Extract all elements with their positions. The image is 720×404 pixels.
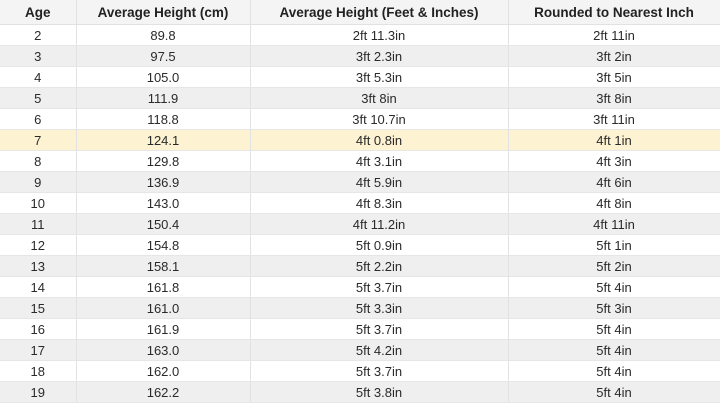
cell-rounded: 5ft 4in: [508, 360, 720, 382]
table-row: 13 158.1 5ft 2.2in 5ft 2in: [0, 255, 720, 277]
cell-age: 17: [0, 339, 77, 361]
cell-height-cm: 118.8: [76, 108, 251, 130]
table-row: 19 162.2 5ft 3.8in 5ft 4in: [0, 381, 720, 403]
header-age: Age: [0, 0, 77, 25]
cell-age: 2: [0, 24, 77, 46]
cell-age: 12: [0, 234, 77, 256]
cell-rounded: 2ft 11in: [508, 24, 720, 46]
cell-height-ft-in: 5ft 0.9in: [250, 234, 509, 256]
cell-rounded: 5ft 4in: [508, 276, 720, 298]
table-row: 10 143.0 4ft 8.3in 4ft 8in: [0, 192, 720, 214]
table-row: 4 105.0 3ft 5.3in 3ft 5in: [0, 66, 720, 88]
table-row: 15 161.0 5ft 3.3in 5ft 3in: [0, 297, 720, 319]
cell-height-cm: 129.8: [76, 150, 251, 172]
header-height-ft-in: Average Height (Feet & Inches): [250, 0, 509, 25]
cell-age: 5: [0, 87, 77, 109]
cell-rounded: 5ft 3in: [508, 297, 720, 319]
cell-rounded: 4ft 1in: [508, 129, 720, 151]
table-row: 12 154.8 5ft 0.9in 5ft 1in: [0, 234, 720, 256]
header-height-cm: Average Height (cm): [76, 0, 251, 25]
cell-age: 13: [0, 255, 77, 277]
header-row: Age Average Height (cm) Average Height (…: [0, 0, 720, 25]
cell-age: 19: [0, 381, 77, 403]
table-row: 2 89.8 2ft 11.3in 2ft 11in: [0, 24, 720, 46]
cell-height-cm: 162.2: [76, 381, 251, 403]
cell-height-cm: 154.8: [76, 234, 251, 256]
table-row: 18 162.0 5ft 3.7in 5ft 4in: [0, 360, 720, 382]
cell-rounded: 4ft 8in: [508, 192, 720, 214]
cell-rounded: 3ft 5in: [508, 66, 720, 88]
cell-rounded: 3ft 2in: [508, 45, 720, 67]
cell-height-cm: 161.8: [76, 276, 251, 298]
cell-height-ft-in: 5ft 2.2in: [250, 255, 509, 277]
cell-age: 3: [0, 45, 77, 67]
cell-height-cm: 143.0: [76, 192, 251, 214]
cell-height-ft-in: 5ft 3.7in: [250, 276, 509, 298]
cell-age: 9: [0, 171, 77, 193]
table-row: 9 136.9 4ft 5.9in 4ft 6in: [0, 171, 720, 193]
cell-height-cm: 158.1: [76, 255, 251, 277]
cell-age: 15: [0, 297, 77, 319]
table-row: 5 111.9 3ft 8in 3ft 8in: [0, 87, 720, 109]
cell-rounded: 5ft 2in: [508, 255, 720, 277]
cell-height-cm: 163.0: [76, 339, 251, 361]
table-row: 6 118.8 3ft 10.7in 3ft 11in: [0, 108, 720, 130]
cell-height-cm: 124.1: [76, 129, 251, 151]
cell-height-cm: 136.9: [76, 171, 251, 193]
cell-height-cm: 105.0: [76, 66, 251, 88]
cell-height-cm: 89.8: [76, 24, 251, 46]
header-rounded: Rounded to Nearest Inch: [508, 0, 720, 25]
cell-height-ft-in: 2ft 11.3in: [250, 24, 509, 46]
table-row: 16 161.9 5ft 3.7in 5ft 4in: [0, 318, 720, 340]
cell-rounded: 3ft 8in: [508, 87, 720, 109]
cell-height-cm: 97.5: [76, 45, 251, 67]
cell-rounded: 5ft 4in: [508, 339, 720, 361]
cell-age: 11: [0, 213, 77, 235]
cell-rounded: 5ft 4in: [508, 318, 720, 340]
table-row: 14 161.8 5ft 3.7in 5ft 4in: [0, 276, 720, 298]
cell-height-ft-in: 4ft 5.9in: [250, 171, 509, 193]
cell-age: 7: [0, 129, 77, 151]
cell-rounded: 4ft 11in: [508, 213, 720, 235]
cell-height-cm: 150.4: [76, 213, 251, 235]
cell-height-cm: 162.0: [76, 360, 251, 382]
cell-rounded: 4ft 3in: [508, 150, 720, 172]
cell-height-ft-in: 3ft 8in: [250, 87, 509, 109]
cell-rounded: 5ft 1in: [508, 234, 720, 256]
cell-height-ft-in: 5ft 3.3in: [250, 297, 509, 319]
table-row: 3 97.5 3ft 2.3in 3ft 2in: [0, 45, 720, 67]
cell-height-ft-in: 3ft 10.7in: [250, 108, 509, 130]
cell-height-cm: 161.0: [76, 297, 251, 319]
cell-age: 18: [0, 360, 77, 382]
cell-age: 6: [0, 108, 77, 130]
table-row: 17 163.0 5ft 4.2in 5ft 4in: [0, 339, 720, 361]
cell-age: 4: [0, 66, 77, 88]
cell-age: 14: [0, 276, 77, 298]
cell-height-cm: 161.9: [76, 318, 251, 340]
cell-height-ft-in: 3ft 5.3in: [250, 66, 509, 88]
table-row: 11 150.4 4ft 11.2in 4ft 11in: [0, 213, 720, 235]
cell-rounded: 3ft 11in: [508, 108, 720, 130]
cell-height-ft-in: 5ft 3.7in: [250, 360, 509, 382]
cell-rounded: 4ft 6in: [508, 171, 720, 193]
cell-height-ft-in: 5ft 4.2in: [250, 339, 509, 361]
cell-height-ft-in: 3ft 2.3in: [250, 45, 509, 67]
cell-rounded: 5ft 4in: [508, 381, 720, 403]
table-row: 8 129.8 4ft 3.1in 4ft 3in: [0, 150, 720, 172]
cell-height-ft-in: 4ft 0.8in: [250, 129, 509, 151]
cell-age: 16: [0, 318, 77, 340]
cell-height-ft-in: 4ft 3.1in: [250, 150, 509, 172]
cell-height-ft-in: 5ft 3.8in: [250, 381, 509, 403]
cell-height-ft-in: 4ft 11.2in: [250, 213, 509, 235]
cell-height-cm: 111.9: [76, 87, 251, 109]
table-row: 7 124.1 4ft 0.8in 4ft 1in: [0, 129, 720, 151]
cell-height-ft-in: 5ft 3.7in: [250, 318, 509, 340]
cell-age: 8: [0, 150, 77, 172]
cell-height-ft-in: 4ft 8.3in: [250, 192, 509, 214]
cell-age: 10: [0, 192, 77, 214]
